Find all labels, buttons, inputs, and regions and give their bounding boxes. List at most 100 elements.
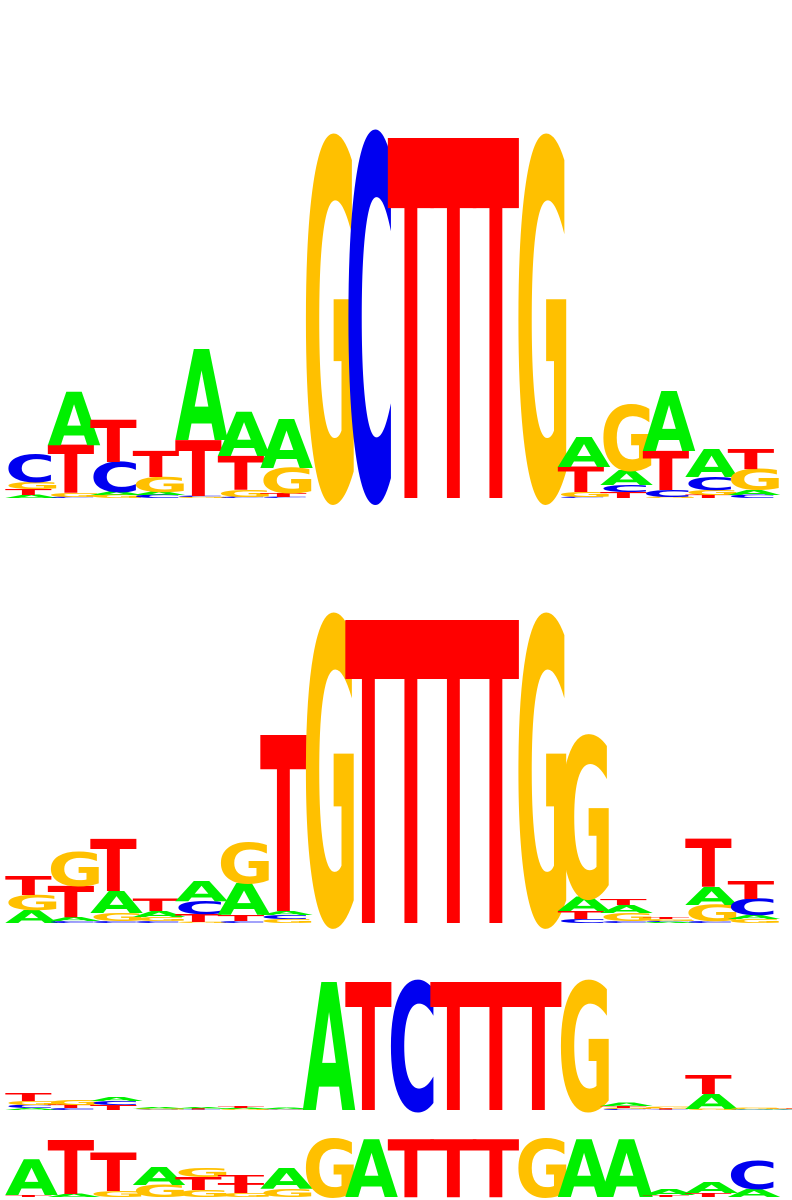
logo-letter-t: T — [48, 878, 95, 927]
logo-letter-t: T — [770, 1108, 792, 1109]
logo-letter-t: T — [218, 447, 265, 501]
logo-letter-g: G — [558, 948, 614, 1152]
logo-letter-g: G — [643, 497, 699, 499]
logo-letter-c: C — [728, 1154, 778, 1199]
motif-logo-2: AGTCATGCGATCGATGTCACTAGGCATGTTTTGCTAGCGA… — [5, 535, 784, 1022]
logo-letter-t: T — [728, 444, 775, 476]
logo-letter-g: G — [685, 901, 741, 926]
logo-letter-g: G — [260, 1109, 316, 1110]
logo-letter-c: C — [218, 921, 268, 924]
logo-letter-g: G — [600, 911, 656, 924]
logo-letter-a: A — [133, 1162, 186, 1191]
logo-letter-c: C — [600, 921, 650, 924]
motif-logo-3: ACGTCTGTCACGACTAGATCGAATCTTTGCGTACTGGATC… — [5, 948, 792, 1152]
logo-letter-t: T — [218, 1173, 265, 1186]
logo-letter-a: A — [175, 1107, 229, 1109]
logo-letter-t: T — [473, 41, 520, 615]
logo-letter-t: T — [558, 909, 605, 922]
logo-letter-t: T — [600, 897, 648, 907]
logo-letter-t: T — [218, 1180, 265, 1196]
logo-letter-g: G — [175, 922, 231, 924]
logo-letter-a: A — [600, 1102, 654, 1107]
logo-letter-a: A — [260, 1163, 313, 1196]
logo-letter-c: C — [345, 37, 395, 616]
logo-letter-g: G — [558, 695, 614, 950]
logo-letter-g: G — [5, 891, 61, 915]
logo-letter-a: A — [260, 910, 314, 916]
logo-letter-t: T — [430, 1123, 477, 1200]
logo-letter-c: C — [770, 1109, 792, 1110]
logo-letter-a: A — [728, 1109, 782, 1110]
logo-letter-g: G — [175, 497, 231, 499]
logo-letter-c: C — [90, 921, 140, 924]
logo-letter-c: C — [643, 488, 693, 499]
logo-letter-c: C — [643, 1109, 693, 1110]
logo-letter-a: A — [770, 1109, 792, 1110]
logo-letter-g: G — [90, 1189, 146, 1199]
logo-letter-g: G — [260, 1187, 316, 1200]
logo-letter-g: G — [48, 492, 104, 498]
logo-letter-c: C — [90, 1100, 140, 1106]
logo-letter-a: A — [600, 903, 653, 916]
logo-letter-t: T — [600, 490, 648, 500]
logo-letter-g: G — [5, 480, 61, 491]
logo-letter-a: A — [600, 1123, 654, 1200]
motif-logo-1: ATGCCGTAGACTCAGTGCTACGTACTGAGCTTTGCGTATC… — [5, 37, 784, 616]
logo-letter-t: T — [48, 1125, 95, 1200]
logo-letter-a: A — [5, 494, 59, 499]
logo-letter-a: A — [48, 377, 101, 462]
logo-letter-a: A — [90, 491, 144, 496]
logo-letter-t: T — [90, 826, 137, 909]
logo-letter-t: T — [133, 444, 180, 486]
logo-letter-g: G — [90, 911, 146, 924]
logo-letter-t: T — [643, 1108, 690, 1110]
logo-letter-c: C — [175, 898, 225, 919]
logo-letter-c: C — [48, 1108, 98, 1111]
logo-letter-g: G — [218, 832, 274, 897]
logo-letter-a: A — [643, 922, 697, 924]
logo-letter-g: G — [685, 489, 741, 497]
logo-letter-a: A — [90, 1096, 144, 1102]
logo-letter-g: G — [515, 43, 571, 614]
logo-letter-g: G — [218, 1192, 274, 1198]
logo-letter-c: C — [600, 1109, 650, 1111]
logo-letter-t: T — [685, 494, 732, 499]
logo-letter-g: G — [133, 473, 189, 497]
logo-letter-a: A — [303, 948, 356, 1152]
logo-letter-t: T — [175, 1174, 222, 1195]
logo-letter-c: C — [685, 921, 735, 924]
logo-letter-t: T — [685, 1070, 733, 1100]
logo-letter-t: T — [558, 460, 605, 500]
logo-letter-a: A — [90, 886, 143, 921]
logo-letter-t: T — [175, 912, 222, 925]
logo-letter-c: C — [260, 497, 310, 499]
logo-letter-t: T — [5, 1091, 52, 1104]
logo-letter-c: C — [260, 1109, 310, 1110]
logo-letter-t: T — [643, 441, 690, 503]
logo-letter-t: T — [5, 1195, 52, 1198]
logo-letter-t: T — [728, 876, 775, 905]
logo-letter-t: T — [90, 408, 137, 475]
logo-letter-t: T — [430, 948, 477, 1152]
logo-letter-t: T — [218, 1106, 265, 1109]
logo-letter-c: C — [388, 948, 438, 1152]
logo-letter-g: G — [48, 1099, 104, 1107]
logo-letter-t: T — [643, 1195, 690, 1198]
logo-letter-a: A — [558, 893, 611, 916]
logo-letter-g: G — [133, 1182, 189, 1200]
logo-letter-a: A — [558, 430, 611, 477]
logo-letter-a: A — [5, 1108, 59, 1111]
logo-letter-c: C — [5, 448, 55, 491]
logo-letter-g: G — [770, 1108, 792, 1109]
logo-letter-t: T — [473, 948, 520, 1152]
logo-letter-g: G — [133, 916, 189, 922]
logo-letter-g: G — [133, 1108, 189, 1110]
logo-letter-a: A — [218, 875, 272, 926]
logo-letter-a: A — [685, 882, 738, 911]
logo-letter-c: C — [5, 1104, 55, 1109]
logo-letter-a: A — [685, 1179, 739, 1197]
logo-letter-t: T — [260, 687, 307, 969]
logo-letter-c: C — [175, 496, 225, 498]
logo-letter-t: T — [90, 1104, 137, 1112]
